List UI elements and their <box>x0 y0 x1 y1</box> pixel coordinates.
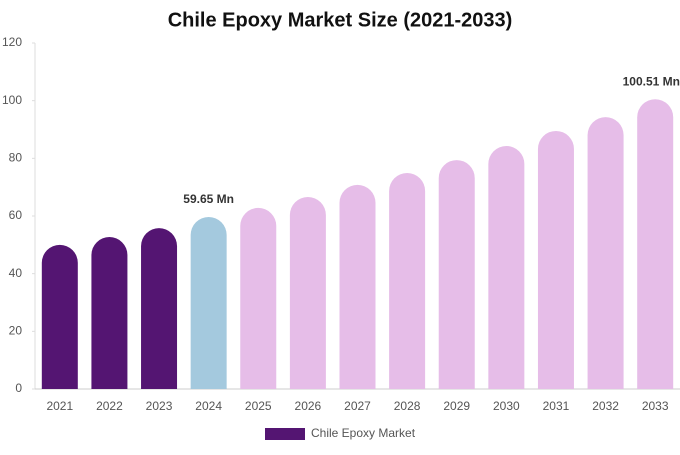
x-tick-label: 2033 <box>642 399 669 413</box>
x-tick-label: 2031 <box>543 399 570 413</box>
y-tick-label: 60 <box>9 208 23 222</box>
x-tick-label: 2023 <box>146 399 173 413</box>
x-tick-label: 2022 <box>96 399 123 413</box>
x-tick-label: 2030 <box>493 399 520 413</box>
bar <box>339 184 376 389</box>
bar <box>389 173 426 389</box>
bar <box>190 217 227 389</box>
y-tick-label: 0 <box>15 381 22 395</box>
x-tick-label: 2024 <box>195 399 222 413</box>
bar <box>637 99 674 389</box>
bar <box>587 117 624 389</box>
x-tick-label: 2021 <box>46 399 73 413</box>
bar <box>141 228 178 389</box>
chart-title: Chile Epoxy Market Size (2021-2033) <box>168 9 513 31</box>
bar <box>488 145 525 389</box>
bar <box>289 196 326 389</box>
legend-label: Chile Epoxy Market <box>311 426 416 440</box>
x-tick-label: 2026 <box>295 399 322 413</box>
x-tick-label: 2025 <box>245 399 272 413</box>
bar <box>41 244 78 389</box>
x-tick-label: 2029 <box>443 399 470 413</box>
y-tick-label: 100 <box>2 93 22 107</box>
y-tick-label: 80 <box>9 151 23 165</box>
bar <box>91 237 128 389</box>
y-tick-label: 20 <box>9 324 23 338</box>
bar <box>438 160 475 389</box>
bar <box>537 130 574 390</box>
x-tick-label: 2032 <box>592 399 619 413</box>
x-tick-label: 2027 <box>344 399 371 413</box>
y-tick-label: 40 <box>9 266 23 280</box>
y-tick-label: 120 <box>2 35 22 49</box>
bar <box>240 207 277 389</box>
value-label: 59.65 Mn <box>183 192 234 206</box>
x-tick-label: 2028 <box>394 399 421 413</box>
value-label: 100.51 Mn <box>623 74 680 88</box>
legend-swatch <box>265 428 305 440</box>
